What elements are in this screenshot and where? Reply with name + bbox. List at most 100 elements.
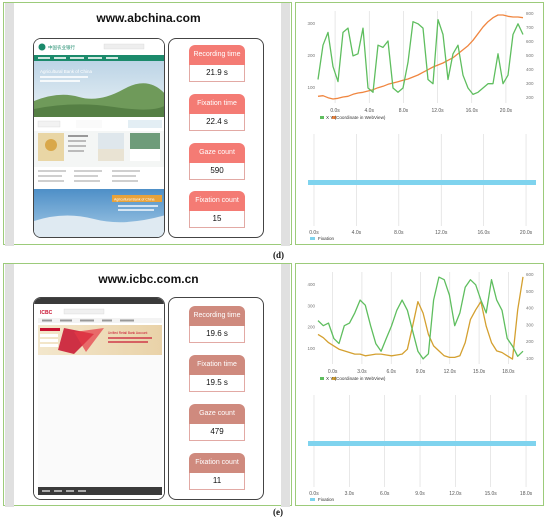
metric-gaze-count: Gaze count 479 — [189, 404, 245, 441]
x-tick-label: 9.0s — [416, 369, 426, 375]
gaze-chart: 0.0s 4.0s 8.0s 12.0s 16.0s 20.0s 300 200 100 800 7… — [307, 11, 534, 120]
metric-label: Fixation time — [189, 94, 245, 114]
gray-bar-right — [281, 264, 290, 507]
x-series-line — [317, 276, 524, 360]
x-tick-label: 15.0s — [485, 491, 498, 497]
right-tick-label: 300 — [526, 322, 534, 327]
x-tick-label: 12.0s — [444, 369, 457, 375]
legend-swatch-x — [320, 377, 324, 380]
x-tick-label: 0.0s — [330, 108, 340, 114]
left-tick-label: 100 — [307, 346, 315, 351]
metric-label: Fixation time — [189, 355, 245, 375]
right-tick-label: 400 — [526, 67, 534, 72]
legend-swatch-y — [332, 116, 336, 119]
promo-text: Unified Retail Bank Account — [108, 331, 147, 335]
right-tick-label: 600 — [526, 39, 534, 44]
x-tick-label: 12.0s — [431, 108, 444, 114]
metric-value: 19.6 s — [189, 326, 245, 343]
phone-screenshot: 中国农业银行 — [33, 38, 165, 238]
metric-value: 19.5 s — [189, 375, 245, 392]
right-tick-label: 200 — [526, 339, 534, 344]
metric-label: Gaze count — [189, 143, 245, 163]
metric-fixation-count: Fixation count 11 — [189, 453, 245, 490]
phone-screenshot: ICBC — [33, 297, 165, 500]
webpage-thumbnail: ICBC — [34, 298, 164, 499]
right-tick-label: 200 — [526, 95, 534, 100]
x-tick-label: 15.0s — [473, 369, 486, 375]
metric-value: 479 — [189, 424, 245, 441]
panel-d: www.abchina.com 中国农业银行 — [3, 2, 548, 264]
x-tick-label: 20.0s — [520, 230, 533, 236]
left-tick-label: 300 — [307, 21, 315, 26]
left-box-d: www.abchina.com 中国农业银行 — [3, 2, 292, 246]
fixation-bar — [308, 180, 536, 185]
x-series-line — [317, 18, 524, 96]
fixation-chart: 0.0s 3.0s 6.0s 9.0s 12.0s 15.0s 18.0s Fixation — [308, 395, 536, 502]
x-tick-label: 8.0s — [394, 230, 404, 236]
x-tick-label: 12.0s — [449, 491, 462, 497]
left-tick-label: 300 — [307, 303, 315, 308]
left-tick-label: 200 — [307, 53, 315, 58]
metric-gaze-count: Gaze count 590 — [189, 143, 245, 180]
x-tick-label: 18.0s — [502, 369, 515, 375]
site-title: www.abchina.com — [96, 11, 201, 25]
right-tick-label: 500 — [526, 53, 534, 58]
legend-label: X Y (Coordinate in WebView) — [326, 115, 386, 120]
metric-value: 15 — [189, 211, 245, 228]
gaze-chart: 0.0s 3.0s 6.0s 9.0s 12.0s 15.0s 18.0s 400 300 200… — [307, 272, 534, 381]
legend-swatch-fixation — [310, 498, 315, 501]
legend-label: Fixation — [318, 236, 335, 241]
metric-label: Fixation count — [189, 453, 245, 473]
right-tick-label: 300 — [526, 81, 534, 86]
metric-label: Fixation count — [189, 191, 245, 211]
right-tick-label: 400 — [526, 306, 534, 311]
right-box-d: 0.0s 4.0s 8.0s 12.0s 16.0s 20.0s 300 200 100 800 7… — [295, 2, 544, 245]
x-tick-label: 4.0s — [365, 108, 375, 114]
right-box-e: 0.0s 3.0s 6.0s 9.0s 12.0s 15.0s 18.0s 400 300 200… — [295, 263, 544, 506]
metrics-card: Recording time 21.9 s Fixation time 22.4… — [168, 38, 264, 238]
metric-fixation-time: Fixation time 22.4 s — [189, 94, 245, 131]
fixation-bar — [308, 441, 536, 446]
metric-fixation-time: Fixation time 19.5 s — [189, 355, 245, 392]
x-tick-label: 12.0s — [435, 230, 448, 236]
left-box-e: www.icbc.com.cn ICBC — [3, 263, 292, 507]
x-tick-label: 16.0s — [466, 108, 479, 114]
metric-recording-time: Recording time 19.6 s — [189, 306, 245, 343]
x-tick-label: 0.0s — [328, 369, 338, 375]
figure-caption: (d) — [273, 250, 284, 260]
right-tick-label: 600 — [526, 272, 534, 277]
metric-value: 21.9 s — [189, 65, 245, 82]
left-tick-label: 200 — [307, 325, 315, 330]
x-tick-label: 3.0s — [357, 369, 367, 375]
legend-label: Fixation — [318, 497, 335, 502]
metric-label: Gaze count — [189, 404, 245, 424]
x-tick-label: 6.0s — [380, 491, 390, 497]
legend-swatch-y — [332, 377, 336, 380]
webpage-thumbnail: 中国农业银行 — [34, 39, 164, 237]
right-tick-label: 100 — [526, 356, 534, 361]
gray-bar-left — [5, 264, 14, 507]
y-series-line — [317, 276, 524, 360]
metric-fixation-count: Fixation count 15 — [189, 191, 245, 228]
x-tick-label: 3.0s — [345, 491, 355, 497]
gray-bar-right — [281, 3, 290, 246]
metric-label: Recording time — [189, 306, 245, 326]
metric-label: Recording time — [189, 45, 245, 65]
figure-caption: (e) — [273, 507, 283, 517]
banner-text: Agricultural Bank of China — [114, 198, 155, 202]
metric-value: 11 — [189, 473, 245, 490]
x-tick-label: 20.0s — [500, 108, 513, 114]
y-series-line — [317, 14, 524, 100]
x-tick-label: 6.0s — [386, 369, 396, 375]
legend-swatch-fixation — [310, 237, 315, 240]
x-tick-label: 18.0s — [520, 491, 533, 497]
right-tick-label: 700 — [526, 25, 534, 30]
metric-recording-time: Recording time 21.9 s — [189, 45, 245, 82]
logo-text: 中国农业银行 — [48, 44, 75, 51]
legend-label: X Y (Coordinate in WebView) — [326, 376, 386, 381]
x-tick-label: 9.0s — [415, 491, 425, 497]
site-title: www.icbc.com.cn — [98, 272, 199, 286]
right-tick-label: 500 — [526, 289, 534, 294]
gray-bar-left — [5, 3, 14, 246]
hero-text: Agricultural Bank of China — [40, 69, 93, 74]
